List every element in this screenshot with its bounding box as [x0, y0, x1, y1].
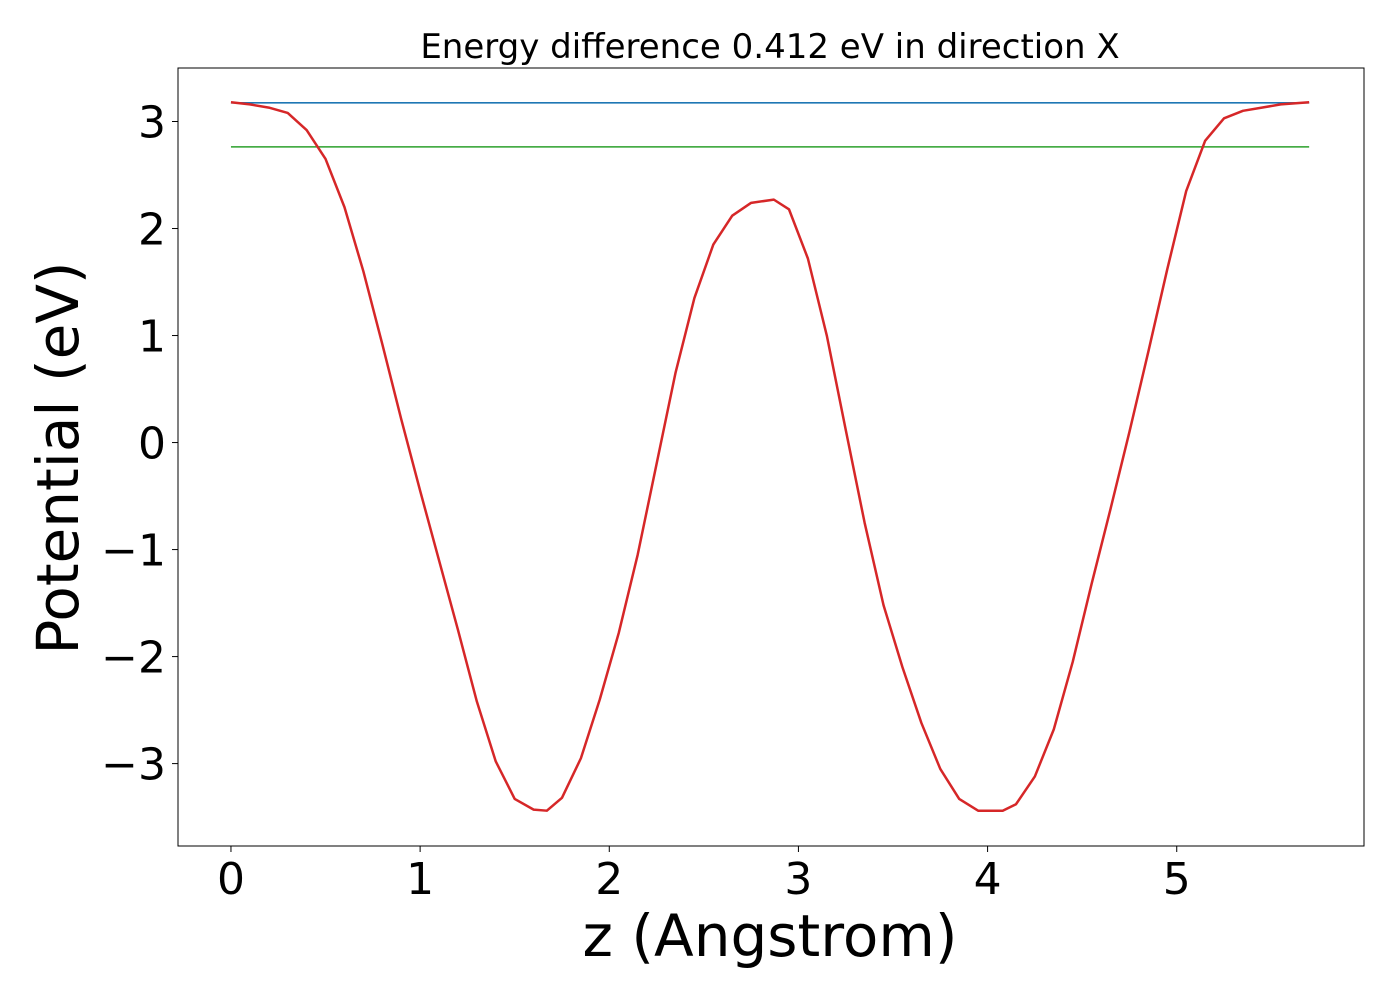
plot-frame	[177, 67, 1365, 847]
y-axis: −3 −2 −1 0 1 2 3	[101, 98, 178, 791]
y-tick-label: 3	[138, 98, 166, 149]
x-tick-label: 5	[1163, 854, 1191, 905]
series-line-1	[230, 100, 1310, 812]
y-tick-label: −2	[101, 633, 166, 684]
x-tick-label: 2	[595, 854, 623, 905]
x-axis: 0 1 2 3 4 5	[217, 846, 1191, 905]
x-tick-label: 1	[406, 854, 434, 905]
x-tick-label: 3	[784, 854, 812, 905]
y-tick-label: −3	[101, 740, 166, 791]
y-tick-label: 0	[138, 419, 166, 470]
y-tick-label: 2	[138, 205, 166, 256]
x-tick-label: 0	[217, 854, 245, 905]
chart-title: Energy difference 0.412 eV in direction …	[420, 27, 1119, 67]
series-layer	[230, 100, 1310, 812]
y-tick-label: −1	[101, 526, 166, 577]
y-tick-label: 1	[138, 312, 166, 363]
plot-area	[177, 67, 1365, 847]
x-axis-label: z (Angstrom)	[583, 902, 958, 970]
x-tick-label: 4	[974, 854, 1002, 905]
y-axis-label: Potential (eV)	[24, 261, 92, 654]
